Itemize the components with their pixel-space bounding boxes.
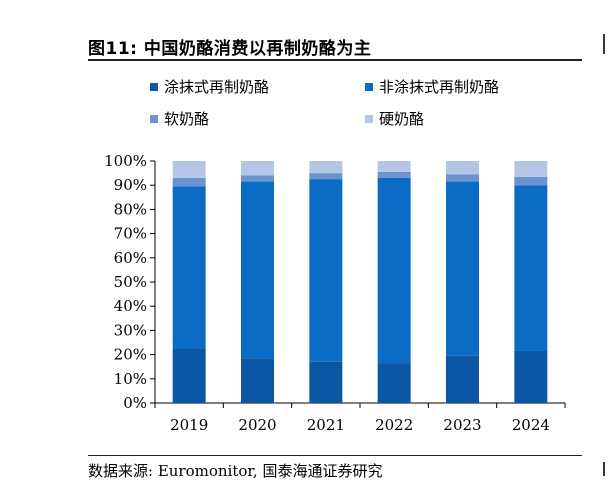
adjacent-figure-edge <box>603 34 611 54</box>
x-tick-label: 2023 <box>443 416 481 434</box>
legend-swatch <box>150 82 158 91</box>
bar-segment-2024-3 <box>514 161 548 177</box>
bar-segment-2023-1 <box>446 181 479 356</box>
bar-segment-2023-3 <box>446 161 479 175</box>
source-note: 数据来源: Euromonitor, 国泰海通证券研究 <box>88 462 383 480</box>
y-tick-label: 0% <box>123 394 147 412</box>
bar-segment-2021-2 <box>309 173 343 180</box>
legend-swatch <box>365 114 373 123</box>
bar-segment-2022-1 <box>377 177 411 364</box>
legend-item: 软奶酪 <box>150 108 209 129</box>
x-tick-label: 2020 <box>238 416 276 434</box>
legend-label: 软奶酪 <box>164 110 210 128</box>
bar-segment-2020-2 <box>241 175 274 182</box>
legend-swatch <box>150 114 158 123</box>
x-tick-label: 2024 <box>512 416 550 434</box>
y-tick-label: 70% <box>114 225 147 243</box>
bar-segment-2020-0 <box>241 358 274 403</box>
bar-segment-2022-3 <box>377 161 411 172</box>
y-tick-label: 30% <box>114 321 147 339</box>
bar-segment-2019-1 <box>172 186 206 349</box>
bar-segment-2022-2 <box>377 171 411 178</box>
bar-segment-2024-2 <box>514 176 548 186</box>
bar-segment-2021-1 <box>309 179 343 362</box>
y-tick-label: 50% <box>114 273 147 291</box>
bar-segment-2019-0 <box>172 348 206 403</box>
bar-segment-2024-1 <box>514 185 548 351</box>
title-rule <box>88 59 582 61</box>
bar-segment-2020-1 <box>241 181 274 359</box>
y-tick-label: 100% <box>104 152 147 170</box>
bar-segment-2020-3 <box>241 161 274 176</box>
legend-item: 非涂抹式再制奶酪 <box>365 76 499 97</box>
y-tick-label: 40% <box>114 297 147 315</box>
bar-segment-2024-0 <box>514 350 548 403</box>
legend-label: 非涂抹式再制奶酪 <box>379 78 500 96</box>
x-tick-label: 2022 <box>375 416 413 434</box>
bar-segment-2022-0 <box>377 363 411 403</box>
y-tick-label: 80% <box>114 200 147 218</box>
legend-label: 硬奶酪 <box>379 110 425 128</box>
bar-segment-2021-3 <box>309 161 343 174</box>
legend-swatch <box>365 82 373 91</box>
y-tick-label: 10% <box>114 370 147 388</box>
bar-segment-2021-0 <box>309 361 343 403</box>
y-tick-label: 60% <box>114 249 147 267</box>
legend-item: 硬奶酪 <box>365 108 424 129</box>
legend-label: 涂抹式再制奶酪 <box>164 78 270 96</box>
legend-item: 涂抹式再制奶酪 <box>150 76 269 97</box>
x-tick-label: 2019 <box>170 416 208 434</box>
y-tick-label: 90% <box>114 176 147 194</box>
y-tick-label: 20% <box>114 346 147 364</box>
x-tick-label: 2021 <box>307 416 345 434</box>
source-rule <box>88 455 582 456</box>
adjacent-figure-edge <box>603 462 611 476</box>
bar-segment-2019-3 <box>172 161 206 178</box>
bar-segment-2023-2 <box>446 174 479 182</box>
chart-title: 图11: 中国奶酪消费以再制奶酪为主 <box>88 39 372 59</box>
bar-segment-2023-0 <box>446 355 479 403</box>
bar-segment-2019-2 <box>172 177 206 187</box>
